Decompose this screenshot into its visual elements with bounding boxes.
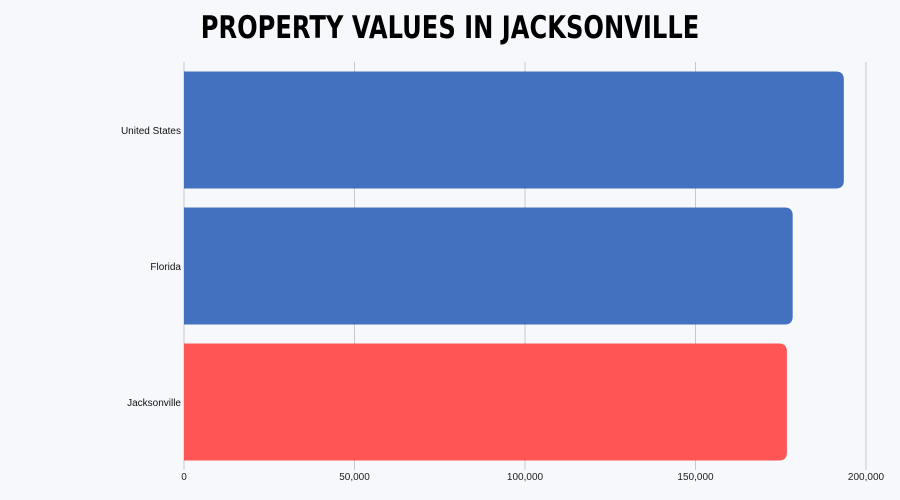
x-axis-tick-labels: 0 50,000 100,000 150,000 200,000 xyxy=(181,472,884,483)
category-label: United States xyxy=(121,126,181,137)
chart-title: PROPERTY VALUES IN JACKSONVILLE xyxy=(200,10,700,46)
x-tick-label: 150,000 xyxy=(677,472,714,483)
category-label: Jacksonville xyxy=(127,398,181,409)
x-tick-label: 50,000 xyxy=(339,472,370,483)
category-label: Florida xyxy=(150,262,181,273)
bar-florida xyxy=(184,207,793,325)
x-tick-label: 0 xyxy=(181,472,187,483)
x-tick-label: 200,000 xyxy=(848,472,885,483)
bar-united-states xyxy=(184,71,844,189)
bar-jacksonville xyxy=(184,343,787,461)
category-labels: United States Florida Jacksonville xyxy=(121,126,181,409)
x-tick-label: 100,000 xyxy=(507,472,544,483)
bars xyxy=(184,71,844,461)
